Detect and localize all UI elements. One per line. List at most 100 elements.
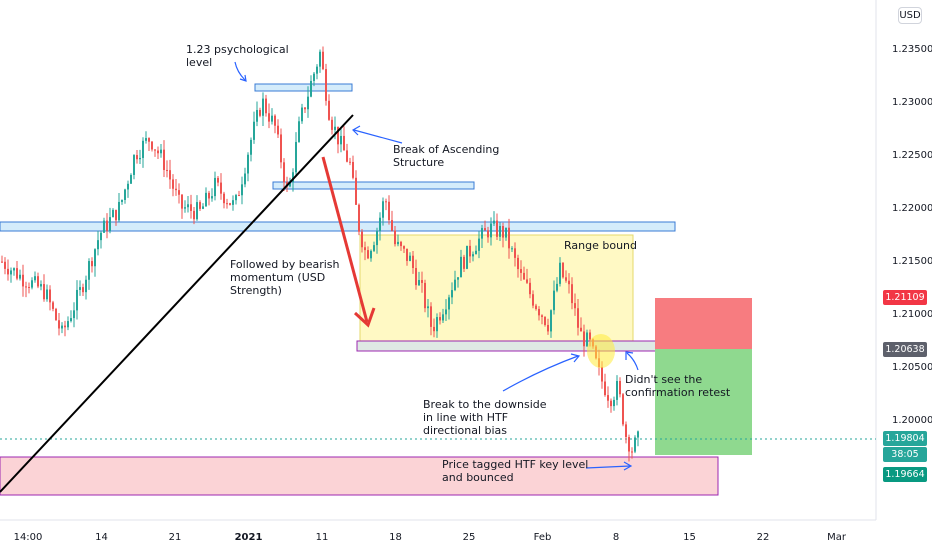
- candle-body: [358, 204, 360, 232]
- candle-body: [409, 255, 411, 261]
- candle-body: [502, 226, 504, 238]
- candle-body: [553, 290, 555, 311]
- candle-body: [490, 223, 492, 238]
- candle-body: [361, 231, 363, 248]
- candle-body: [343, 135, 345, 151]
- range-bound-box[interactable]: [359, 234, 634, 342]
- candle-body: [43, 284, 45, 300]
- candle-body: [340, 135, 342, 145]
- candle-body: [541, 315, 543, 317]
- candle-body: [253, 121, 255, 140]
- candle-body: [19, 274, 21, 279]
- candle-body: [307, 96, 309, 110]
- candle-body: [283, 162, 285, 183]
- horizontal-resistance-zone[interactable]: [0, 221, 676, 232]
- candle-body: [613, 399, 615, 407]
- no-retest-arrow-head: [625, 351, 634, 360]
- psych-arrow: [234, 61, 246, 81]
- entry-price-badge: 1.20638: [883, 342, 927, 357]
- candle-body: [370, 250, 372, 259]
- candle-body: [601, 366, 603, 382]
- candle-body: [214, 177, 216, 197]
- candle-body: [496, 220, 498, 237]
- candle-body: [76, 289, 78, 311]
- candle-body: [274, 115, 276, 126]
- candle-body: [400, 241, 402, 247]
- candle-body: [562, 262, 564, 278]
- take-profit-zone[interactable]: [655, 349, 752, 455]
- time-tick-label: 14:00: [14, 532, 43, 543]
- candle-body: [172, 179, 174, 189]
- candle-body: [439, 317, 441, 321]
- candle-body: [13, 268, 15, 271]
- candle-body: [196, 202, 198, 220]
- candle-body: [346, 150, 348, 162]
- candle-body: [460, 256, 462, 278]
- candle-body: [523, 272, 525, 280]
- candle-body: [55, 308, 57, 321]
- candle-body: [547, 324, 549, 332]
- candle-body: [631, 451, 633, 453]
- psychological-level-zone[interactable]: [254, 83, 353, 92]
- candle-body: [148, 138, 150, 142]
- candle-body: [349, 161, 351, 163]
- break-structure-arrow: [353, 129, 403, 144]
- candle-body: [427, 306, 429, 309]
- candle-body: [265, 98, 267, 114]
- candle-body: [229, 203, 231, 205]
- candle-body: [559, 262, 561, 284]
- price-axis[interactable]: 1.23500 1.23000 1.22500 1.22000 1.21500 1.210…: [892, 44, 932, 426]
- candle-body: [277, 125, 279, 135]
- candle-body: [517, 257, 519, 270]
- candle-body: [88, 261, 90, 280]
- time-axis[interactable]: 14:00 14 21 2021 11 18 25 Feb 8 15 22 Mar: [14, 532, 847, 543]
- htf-key-level-zone[interactable]: [0, 456, 719, 496]
- candle-body: [616, 381, 618, 400]
- structure-support-zone[interactable]: [272, 181, 475, 190]
- candle-body: [445, 309, 447, 315]
- price-tick-label: 1.21500: [892, 256, 932, 267]
- candle-body: [190, 204, 192, 211]
- candle-body: [334, 126, 336, 130]
- candle-body: [463, 256, 465, 269]
- candle-body: [25, 286, 27, 288]
- candle-body: [235, 195, 237, 201]
- time-tick-label: 25: [463, 532, 476, 543]
- candle-body: [256, 109, 258, 122]
- candle-body: [160, 149, 162, 154]
- candle-body: [319, 51, 321, 67]
- candle-body: [199, 202, 201, 209]
- ascending-trendline[interactable]: [0, 114, 354, 493]
- candle-body: [280, 134, 282, 163]
- candle-body: [82, 287, 84, 293]
- candle-body: [580, 327, 582, 332]
- candle-body: [187, 204, 189, 208]
- candle-body: [385, 201, 387, 203]
- candle-body: [130, 174, 132, 184]
- candle-body: [58, 320, 60, 329]
- candle-body: [403, 246, 405, 249]
- candle-body: [577, 308, 579, 328]
- price-tick-label: 1.23500: [892, 44, 932, 55]
- candle-body: [232, 200, 234, 205]
- currency-label[interactable]: USD: [898, 7, 922, 24]
- countdown-badge: 38:05: [883, 447, 927, 462]
- candle-body: [310, 80, 312, 97]
- bearish-momentum-arrow[interactable]: [321, 156, 376, 328]
- candle-body: [94, 249, 96, 267]
- candle-body: [478, 238, 480, 251]
- price-tagged-arrow: [585, 465, 631, 469]
- break-downside-note: Break to the downside in line with HTF d…: [423, 398, 550, 437]
- candle-body: [493, 220, 495, 224]
- candle-body: [391, 220, 393, 231]
- candle-body: [469, 245, 471, 257]
- candle-body: [376, 231, 378, 246]
- time-tick-label: 15: [683, 532, 696, 543]
- candle-body: [436, 317, 438, 332]
- candle-body: [421, 280, 423, 283]
- candle-body: [454, 279, 456, 291]
- stop-loss-zone[interactable]: [655, 298, 752, 349]
- candle-body: [607, 395, 609, 401]
- stop-loss-price-badge: 1.21109: [883, 290, 927, 305]
